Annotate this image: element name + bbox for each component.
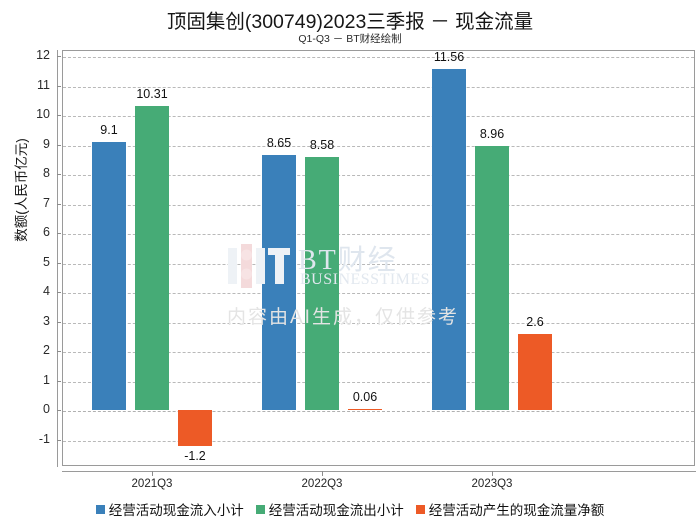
gridline bbox=[63, 322, 694, 324]
y-axis-tick-label: 12 bbox=[36, 48, 50, 62]
bar[interactable] bbox=[432, 68, 466, 411]
legend-item[interactable]: 经营活动现金流入小计 bbox=[95, 499, 244, 519]
bar-value-label: 9.1 bbox=[100, 122, 118, 137]
bar-value-label: 8.65 bbox=[266, 135, 292, 150]
y-axis-spine bbox=[57, 50, 58, 467]
x-axis-spine bbox=[62, 471, 696, 472]
bar[interactable] bbox=[178, 410, 212, 446]
bar[interactable] bbox=[305, 157, 339, 411]
x-axis-tick-mark bbox=[322, 471, 323, 476]
y-axis-tick-mark bbox=[57, 56, 61, 57]
x-axis-tick-label: 2023Q3 bbox=[471, 478, 513, 490]
gridline bbox=[63, 175, 694, 177]
gridline bbox=[63, 352, 694, 354]
y-axis-tick-mark bbox=[57, 144, 61, 146]
y-axis-tick-label: 1 bbox=[43, 372, 50, 387]
bar[interactable] bbox=[135, 105, 169, 411]
gridline bbox=[63, 116, 694, 118]
legend-item[interactable]: 经营活动现金流出小计 bbox=[255, 499, 404, 519]
bar-value-label: 10.31 bbox=[136, 86, 168, 101]
chart-title: 顶固集创(300749)2023三季报 － 现金流量 bbox=[166, 11, 534, 33]
bar-value-label: 11.56 bbox=[433, 49, 465, 64]
y-axis-tick-label: 11 bbox=[37, 77, 50, 92]
y-axis-tick-label: 0 bbox=[43, 402, 50, 417]
y-axis-tick-mark bbox=[57, 410, 61, 412]
y-axis-tick-label: 4 bbox=[43, 284, 50, 299]
gridline bbox=[63, 441, 694, 442]
x-axis-tick-mark bbox=[152, 471, 153, 476]
y-axis-tick-label: 6 bbox=[43, 225, 50, 240]
bar[interactable] bbox=[348, 408, 382, 411]
legend-color-swatch bbox=[255, 504, 265, 514]
gridline bbox=[63, 411, 694, 413]
gridline bbox=[63, 145, 694, 147]
bar[interactable] bbox=[262, 154, 296, 411]
x-axis-tick-label: 2021Q3 bbox=[131, 478, 173, 490]
gridline bbox=[63, 234, 694, 236]
gridline bbox=[63, 293, 694, 295]
y-axis-tick-mark bbox=[57, 115, 61, 117]
y-axis-tick-label: 2 bbox=[43, 343, 50, 358]
bar-value-label: 8.96 bbox=[479, 126, 505, 141]
legend-color-swatch bbox=[95, 504, 105, 514]
y-axis-tick-label: 5 bbox=[43, 254, 50, 269]
bar-value-label: 8.58 bbox=[309, 138, 335, 153]
y-axis-tick-label: 7 bbox=[43, 195, 50, 210]
y-axis-tick-mark bbox=[57, 292, 61, 294]
bar[interactable] bbox=[475, 145, 509, 411]
gridline bbox=[63, 204, 694, 206]
gridline bbox=[63, 263, 694, 265]
y-axis-tick-label: -1 bbox=[38, 432, 50, 446]
x-axis-tick-label: 2022Q3 bbox=[301, 478, 343, 490]
y-axis-tick-label: 10 bbox=[36, 107, 50, 122]
legend-label: 经营活动产生的现金流量净额 bbox=[428, 503, 605, 518]
bar-value-label: 0.06 bbox=[352, 389, 378, 404]
legend: 经营活动现金流入小计 经营活动现金流出小计 经营活动产生的现金流量净额 bbox=[0, 499, 700, 519]
y-axis-tick-mark bbox=[57, 351, 61, 353]
y-axis-tick-mark bbox=[57, 440, 61, 441]
legend-color-swatch bbox=[415, 504, 425, 514]
y-axis-tick-mark bbox=[57, 262, 61, 264]
y-axis-tick-label: 3 bbox=[43, 313, 50, 328]
gridline bbox=[63, 381, 694, 383]
bar-value-label: -1.2 bbox=[184, 448, 206, 463]
legend-label: 经营活动现金流入小计 bbox=[108, 503, 244, 518]
y-axis-tick-label: 8 bbox=[43, 166, 50, 181]
x-axis-tick-mark bbox=[492, 471, 493, 476]
y-axis-tick-mark bbox=[57, 233, 61, 235]
bar[interactable] bbox=[92, 141, 126, 411]
y-axis-tick-mark bbox=[57, 380, 61, 382]
plot-inner bbox=[63, 51, 694, 465]
gridline bbox=[63, 86, 694, 88]
y-axis-tick-mark bbox=[57, 174, 61, 176]
y-axis-tick-mark bbox=[57, 85, 61, 87]
legend-label: 经营活动现金流出小计 bbox=[268, 503, 404, 518]
legend-item[interactable]: 经营活动产生的现金流量净额 bbox=[415, 499, 605, 519]
gridline bbox=[63, 57, 694, 58]
bar[interactable] bbox=[518, 333, 552, 411]
y-axis-tick-label: 9 bbox=[43, 136, 50, 151]
bar-value-label: 2.6 bbox=[526, 314, 544, 329]
y-axis-tick-mark bbox=[57, 203, 61, 205]
y-axis-tick-mark bbox=[57, 321, 61, 323]
chart-subtitle: Q1-Q3 － BT财经绘制 bbox=[298, 33, 402, 45]
